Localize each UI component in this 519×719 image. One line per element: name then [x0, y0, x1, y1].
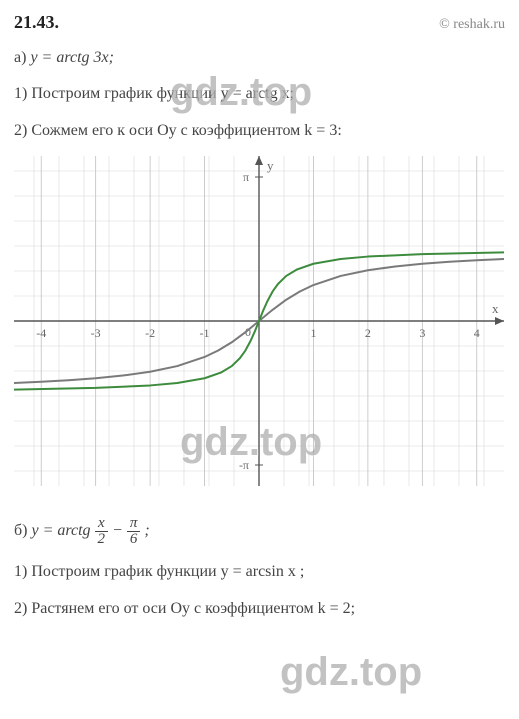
- svg-text:-π: -π: [239, 458, 249, 472]
- part-b-step1: 1) Построим график функции y = arcsin x …: [14, 561, 505, 583]
- equation-a: y = arctg 3x;: [30, 49, 114, 66]
- part-a-step2: 2) Сожмем его к оси Oy с коэффициентом k…: [14, 120, 505, 142]
- function-chart: xy-4-3-2-101234-ππ: [14, 156, 504, 486]
- part-b-equation: б) y = arctg x 2 − π 6 ;: [14, 516, 505, 547]
- part-a-label: а): [14, 49, 26, 66]
- svg-text:4: 4: [474, 326, 480, 340]
- svg-text:-1: -1: [200, 326, 210, 340]
- svg-text:1: 1: [310, 326, 316, 340]
- problem-number: 21.43.: [14, 12, 59, 33]
- frac1-num: x: [95, 516, 109, 532]
- svg-text:π: π: [243, 170, 249, 184]
- svg-text:-2: -2: [145, 326, 155, 340]
- source-credit: © reshak.ru: [439, 17, 505, 33]
- part-a-step1: 1) Построим график функции y = arctg x;: [14, 83, 505, 105]
- svg-text:2: 2: [365, 326, 371, 340]
- svg-text:-4: -4: [36, 326, 46, 340]
- frac2-num: π: [127, 516, 141, 532]
- watermark: gdz.top: [280, 650, 422, 695]
- minus-sign: −: [112, 522, 127, 539]
- frac1-den: 2: [95, 532, 109, 547]
- equation-b-suffix: ;: [144, 522, 149, 539]
- fraction-1: x 2: [95, 516, 109, 547]
- fraction-2: π 6: [127, 516, 141, 547]
- equation-b-prefix: y = arctg: [31, 522, 94, 539]
- part-b-step2: 2) Растянем его от оси Oy с коэффициенто…: [14, 598, 505, 620]
- part-a-equation: а) y = arctg 3x;: [14, 47, 505, 69]
- frac2-den: 6: [127, 532, 141, 547]
- chart-container: xy-4-3-2-101234-ππ: [14, 156, 504, 486]
- svg-text:-3: -3: [91, 326, 101, 340]
- part-b-label: б): [14, 522, 27, 539]
- svg-text:x: x: [492, 301, 499, 316]
- svg-text:3: 3: [419, 326, 425, 340]
- svg-text:y: y: [267, 158, 274, 173]
